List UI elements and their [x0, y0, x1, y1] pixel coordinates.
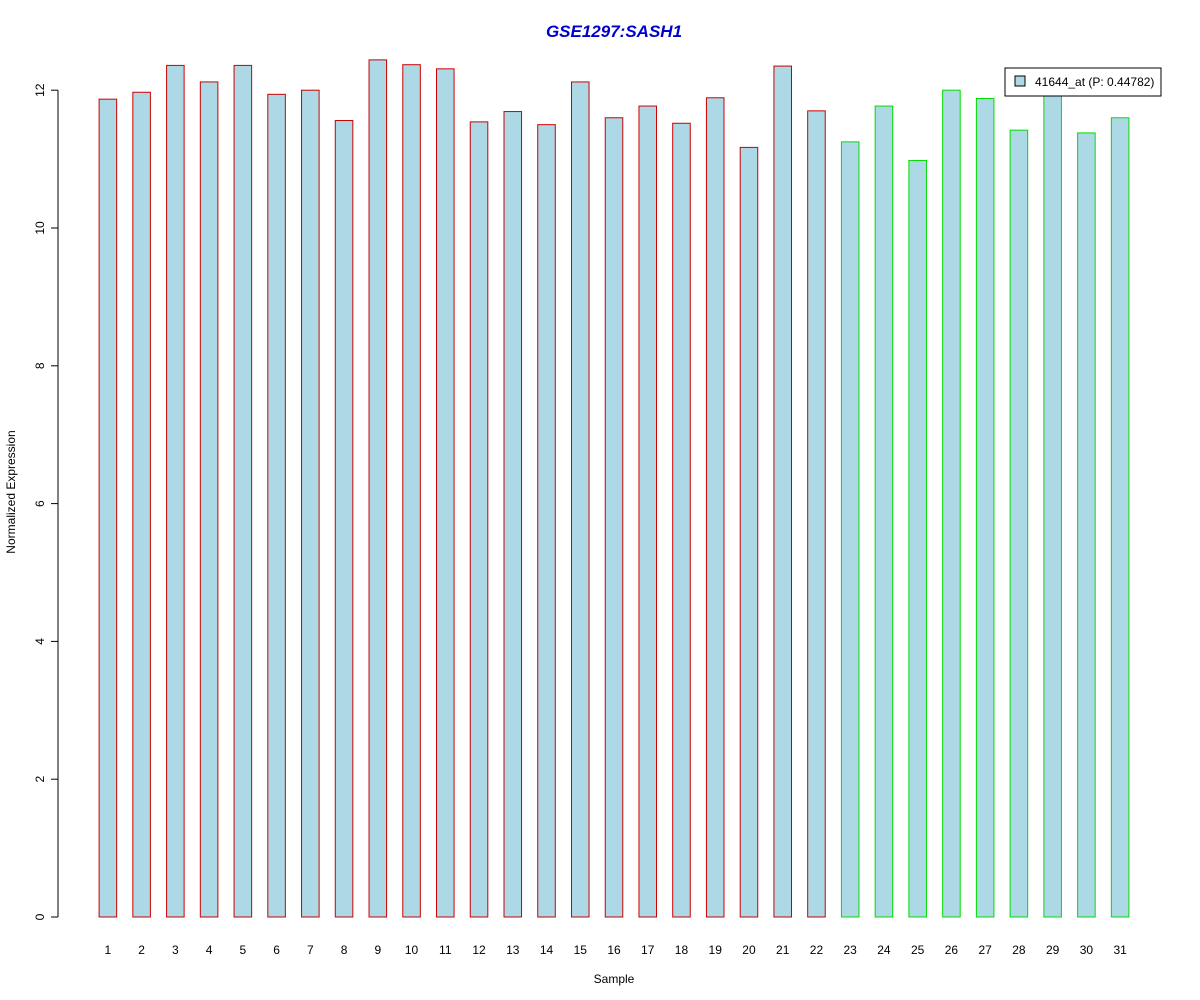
y-axis-tick-label: 8 — [33, 362, 47, 369]
bar — [1009, 129, 1029, 918]
x-axis-tick-label: 15 — [574, 943, 588, 957]
y-axis-label: Normalized Expression — [4, 430, 18, 553]
bar — [132, 91, 151, 918]
x-axis-tick-label: 9 — [374, 943, 381, 957]
x-axis-tick-label: 14 — [540, 943, 554, 957]
bar — [975, 97, 995, 918]
x-axis-tick-label: 18 — [675, 943, 689, 957]
bar — [773, 65, 792, 918]
bar — [1077, 132, 1096, 918]
bar — [672, 122, 691, 918]
bar — [166, 64, 185, 918]
x-axis-tick-label: 5 — [239, 943, 246, 957]
x-axis-tick-label: 26 — [945, 943, 959, 957]
bar — [1110, 117, 1130, 918]
x-axis-tick-label: 10 — [405, 943, 419, 957]
legend-swatch — [1014, 75, 1026, 87]
bar — [570, 81, 590, 918]
bar — [301, 89, 320, 918]
bar — [908, 159, 927, 918]
x-axis-tick-label: 4 — [206, 943, 213, 957]
x-axis-tick-label: 31 — [1113, 943, 1127, 957]
x-axis-tick-label: 7 — [307, 943, 314, 957]
x-axis-tick-label: 3 — [172, 943, 179, 957]
x-axis-tick-label: 21 — [776, 943, 790, 957]
bar — [233, 64, 253, 918]
x-axis-tick-label: 28 — [1012, 943, 1026, 957]
bar — [874, 105, 894, 918]
x-axis-tick-label: 6 — [273, 943, 280, 957]
y-axis-tick-label: 2 — [33, 776, 47, 783]
y-axis-tick-label: 10 — [33, 221, 47, 235]
bar — [840, 141, 860, 918]
bar — [705, 97, 725, 918]
x-axis-tick-label: 16 — [607, 943, 621, 957]
x-axis-tick-label: 30 — [1080, 943, 1094, 957]
bar — [537, 124, 556, 918]
x-axis-tick-label: 20 — [742, 943, 756, 957]
bar — [469, 121, 489, 918]
x-axis-tick-label: 8 — [341, 943, 348, 957]
y-axis-tick-label: 0 — [33, 913, 47, 920]
bar — [604, 117, 624, 918]
x-axis-tick-label: 19 — [709, 943, 723, 957]
x-axis-tick-label: 17 — [641, 943, 655, 957]
bar — [368, 59, 388, 918]
x-axis-tick-label: 2 — [138, 943, 145, 957]
bar — [402, 64, 421, 918]
bar — [199, 81, 219, 918]
bar — [334, 120, 354, 918]
x-axis-tick-label: 22 — [810, 943, 824, 957]
chart-title: GSE1297:SASH1 — [546, 22, 682, 41]
legend-label: 41644_at (P: 0.44782) — [1035, 75, 1154, 89]
y-axis: 0 2 4 6 8 10 12 — [33, 83, 59, 920]
legend: 41644_at (P: 0.44782) — [1004, 67, 1162, 97]
bar — [1043, 89, 1062, 918]
x-axis-tick-labels: 1 2 3 4 5 6 7 8 9 10 11 12 13 14 15 16 17 18 19 20 21 22 23 24 2… — [105, 943, 1128, 957]
x-axis-tick-label: 24 — [877, 943, 891, 957]
bar — [807, 110, 826, 918]
bars — [98, 59, 1130, 918]
x-axis-tick-label: 27 — [978, 943, 992, 957]
bar — [436, 68, 455, 918]
x-axis-label: Sample — [594, 972, 635, 986]
bar — [98, 98, 118, 918]
y-axis-tick-label: 12 — [33, 83, 47, 97]
x-axis-tick-label: 13 — [506, 943, 520, 957]
legend-box — [1004, 67, 1162, 97]
x-axis-tick-label: 12 — [472, 943, 486, 957]
bar — [739, 146, 759, 918]
bar — [942, 89, 961, 918]
x-axis-tick-label: 1 — [105, 943, 112, 957]
x-axis-tick-label: 11 — [439, 943, 452, 957]
x-axis-tick-label: 23 — [844, 943, 858, 957]
bar — [267, 93, 286, 918]
y-axis-tick-label: 6 — [33, 500, 47, 507]
bar — [503, 111, 523, 918]
x-axis-tick-label: 25 — [911, 943, 925, 957]
x-axis-tick-label: 29 — [1046, 943, 1060, 957]
y-axis-tick-label: 4 — [33, 638, 47, 645]
bar — [638, 105, 658, 918]
